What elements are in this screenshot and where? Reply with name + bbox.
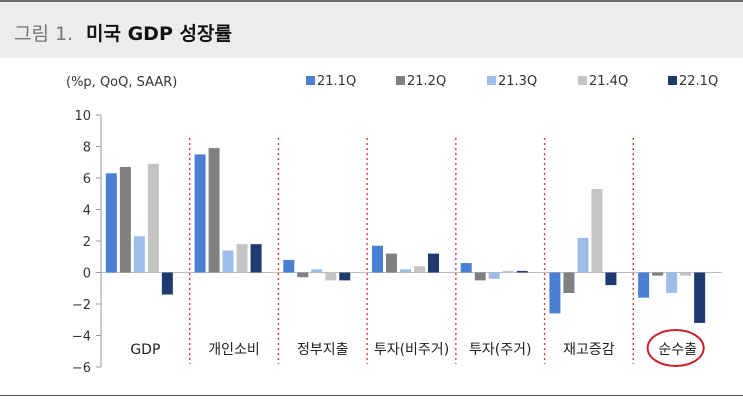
legend-swatch-21.2Q [396,76,405,85]
figure-header: 그림 1. 미국 GDP 성장률 [0,0,743,58]
bar-21.4Q-순수출 [680,272,692,276]
bar-21.2Q-순수출 [652,272,664,276]
y-tick-label: 0 [83,267,91,282]
bar-22.1Q-GDP [161,272,173,295]
bar-21.4Q-개인소비 [236,244,248,273]
bar-21.4Q-투자(주거) [502,270,514,273]
y-tick-label: 8 [83,141,91,156]
y-tick-label: 6 [83,172,91,187]
bar-21.3Q-개인소비 [222,250,234,273]
bar-21.2Q-정부지출 [297,272,309,278]
bar-21.4Q-재고증감 [591,189,603,273]
figure-title: 미국 GDP 성장률 [86,23,232,45]
unit-label: (%p, QoQ, SAAR) [66,75,177,90]
bar-21.3Q-GDP [133,236,145,273]
bar-22.1Q-정부지출 [339,272,351,281]
bar-21.4Q-GDP [147,163,159,273]
bar-21.1Q-GDP [105,173,117,273]
bar-21.1Q-순수출 [638,272,650,298]
bar-21.4Q-정부지출 [325,272,337,281]
bar-21.2Q-투자(비주거) [386,253,397,273]
y-tick-label: −4 [72,330,91,345]
bar-21.2Q-재고증감 [563,272,575,293]
legend-swatch-22.1Q [668,76,677,85]
category-label: 정부지출 [297,342,349,358]
bar-21.3Q-순수출 [666,272,678,293]
legend-swatch-21.3Q [487,76,496,85]
footer-divider [0,395,743,396]
category-label: 개인소비 [208,342,260,358]
bar-21.1Q-개인소비 [194,154,206,273]
bar-22.1Q-개인소비 [250,244,262,273]
y-tick-label: −6 [72,361,91,376]
bar-22.1Q-순수출 [694,272,706,323]
category-label: 재고증감 [563,342,615,358]
bar-22.1Q-재고증감 [605,272,617,286]
legend-label-21.3Q: 21.3Q [498,74,537,89]
category-label: GDP [130,342,160,358]
bar-22.1Q-투자(주거) [516,270,528,273]
bar-21.1Q-투자(비주거) [372,245,383,273]
legend-label-22.1Q: 22.1Q [679,74,718,89]
bar-21.3Q-재고증감 [577,237,589,273]
bar-21.3Q-정부지출 [311,269,323,273]
bar-21.3Q-투자(주거) [488,272,500,279]
highlight-circle [646,329,705,367]
figure-number: 그림 1. [14,23,74,45]
bar-21.4Q-투자(비주거) [414,266,425,273]
bar-21.3Q-투자(비주거) [400,269,411,273]
legend-label-21.4Q: 21.4Q [589,74,628,89]
legend-label-21.2Q: 21.2Q [407,74,446,89]
gdp-growth-chart: (%p, QoQ, SAAR) 21.1Q 21.2Q 21.3Q 21.4Q 22.1Q… [66,74,722,376]
category-label: 투자(주거) [469,342,531,358]
bar-21.2Q-GDP [119,166,131,273]
legend-label-21.1Q: 21.1Q [317,74,356,89]
category-label: 투자(비주거) [374,342,449,358]
y-tick-label: 4 [83,204,91,219]
category-label: 순수출 [658,342,697,358]
bar-21.2Q-투자(주거) [474,272,486,281]
bar-21.1Q-투자(주거) [460,263,472,273]
y-tick-label: −2 [72,298,91,313]
bar-21.1Q-재고증감 [549,272,561,314]
bar-21.1Q-정부지출 [283,259,295,273]
y-tick-label: 10 [74,109,91,124]
legend-swatch-21.4Q [578,76,587,85]
bar-21.2Q-개인소비 [208,148,220,273]
legend-swatch-21.1Q [306,76,315,85]
y-tick-label: 2 [83,235,91,250]
bar-22.1Q-투자(비주거) [428,253,439,273]
